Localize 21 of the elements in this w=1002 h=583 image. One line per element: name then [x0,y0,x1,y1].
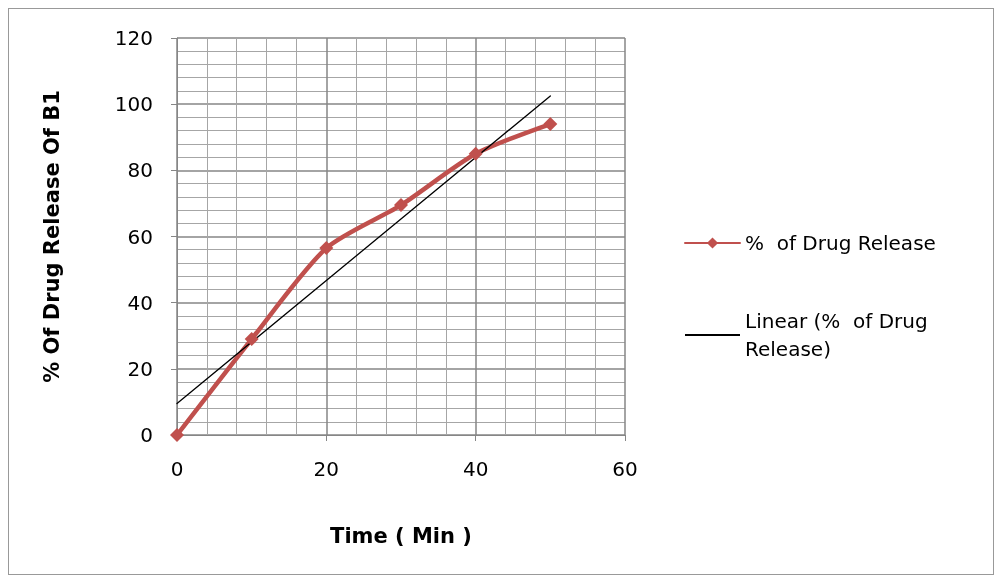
x-axis-title: Time ( Min ) [330,523,472,548]
legend-label: % of Drug Release [745,231,936,255]
x-tick-label: 0 [170,457,184,481]
y-tick-label: 60 [127,224,153,249]
x-tick-label: 40 [462,457,489,481]
y-tick-label: 0 [140,423,153,447]
y-tick-label: 100 [114,92,153,117]
y-tick-label: 20 [127,356,153,381]
x-tick-label: 20 [313,457,340,481]
legend-label: Linear (% of Drug Release) [745,309,935,361]
point [170,428,184,442]
point [244,332,259,347]
point [543,117,558,132]
point [394,198,408,213]
y-tick-label: 40 [127,290,153,315]
x-tick-label: 60 [612,457,638,481]
point [468,146,483,161]
y-tick-label: 120 [114,26,153,50]
y-axis-title: % Of Drug Release Of B1 [39,90,64,383]
y-tick-label: 80 [127,158,153,183]
point [319,241,334,256]
